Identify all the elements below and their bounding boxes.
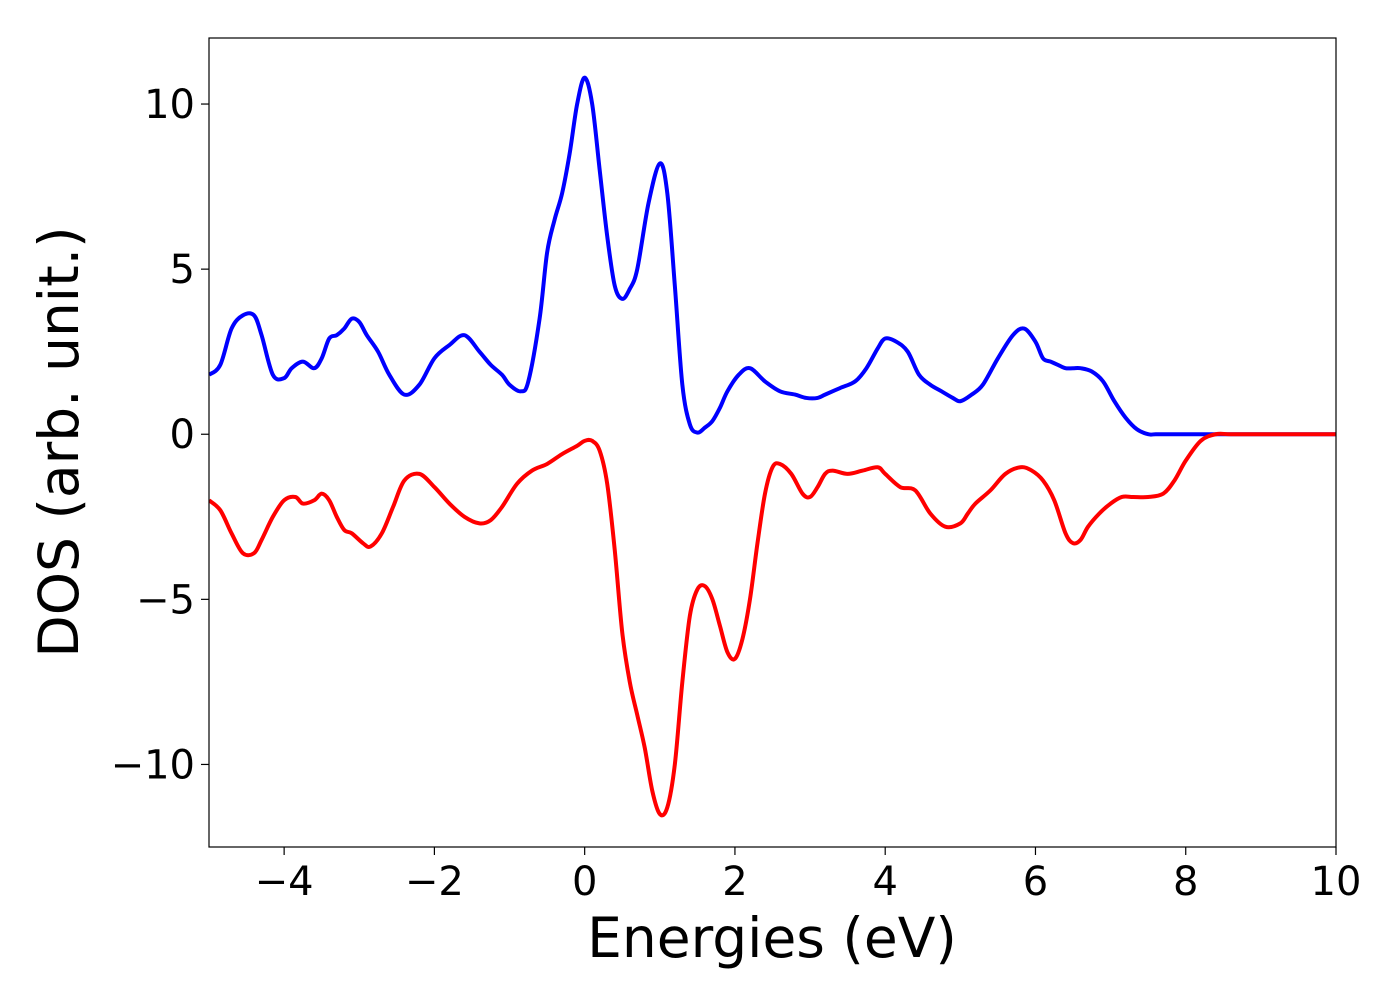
y-tick-label: 10 [144, 82, 195, 128]
y-tick-label: 0 [170, 412, 195, 458]
x-axis-ticks: −4 −2 0 2 4 6 8 10 [255, 847, 1362, 905]
x-tick-label: 10 [1311, 859, 1362, 905]
y-axis-ticks: 10 5 0 −5 −10 [111, 82, 209, 788]
x-tick-label: 4 [872, 859, 897, 905]
x-tick-label: 8 [1173, 859, 1198, 905]
y-tick-label: −10 [111, 742, 195, 788]
x-tick-label: 2 [722, 859, 747, 905]
x-tick-label: −2 [405, 859, 464, 905]
y-tick-label: −5 [136, 577, 195, 623]
x-axis-label: Energies (eV) [587, 906, 957, 970]
x-tick-label: 6 [1023, 859, 1048, 905]
series-layer [209, 75, 1336, 818]
x-tick-label: −4 [255, 859, 314, 905]
series-line-1 [209, 75, 1336, 437]
x-tick-label: 0 [572, 859, 597, 905]
y-tick-label: 5 [170, 247, 195, 293]
series-line-2 [209, 431, 1336, 818]
y-axis-label: DOS (arb. unit.) [27, 226, 91, 657]
plot-frame [208, 37, 1337, 848]
